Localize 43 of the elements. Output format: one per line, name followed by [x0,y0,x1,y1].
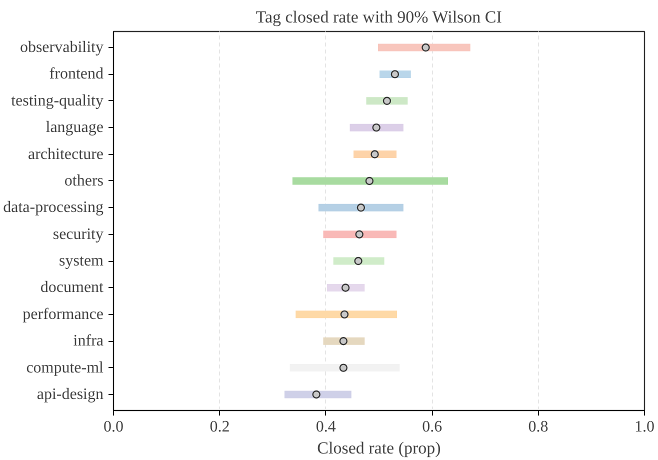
point [390,70,400,78]
point [354,256,362,266]
x-tick-label: 0.8 [528,418,548,436]
y-tick-label: document [40,279,104,296]
y-tick-label: architecture [28,146,104,163]
point [355,230,364,238]
y-tick-label: api-design [36,386,104,403]
y-tick-label: security [52,226,104,243]
x-tick-label: 0.2 [210,418,230,436]
x-tick-label: 1.0 [634,418,654,436]
y-tick-label: data-processing [3,199,104,216]
bar [296,310,398,318]
point [370,150,379,158]
point [339,337,348,346]
bar [284,390,352,398]
y-tick-label: observability [20,39,104,56]
bar [323,230,397,238]
bar [378,44,470,52]
x-tick-label: 0.0 [104,418,124,436]
y-tick-label: others [64,172,104,190]
point [365,176,374,186]
point [372,123,380,132]
bar [318,204,404,212]
point [339,364,348,372]
x-tick-label: 0.4 [316,418,336,436]
y-tick-label: infra [73,332,104,350]
point [382,96,392,105]
chart-title: Tag closed rate with 90% Wilson CI [256,8,502,26]
point [356,204,366,212]
x-tick-label: 0.6 [422,418,442,436]
bar [290,364,400,372]
y-tick-label: language [46,119,104,136]
point [340,310,349,319]
bar [292,177,448,185]
y-tick-label: testing-quality [11,92,104,110]
point [341,284,350,292]
y-tick-label: frontend [49,66,104,83]
y-tick-label: compute-ml [26,359,104,376]
point [422,43,430,52]
y-tick-label: system [59,252,104,270]
point [312,390,320,399]
y-tick-label: performance [22,306,104,323]
x-axis-title: Closed rate (prop) [317,438,441,458]
